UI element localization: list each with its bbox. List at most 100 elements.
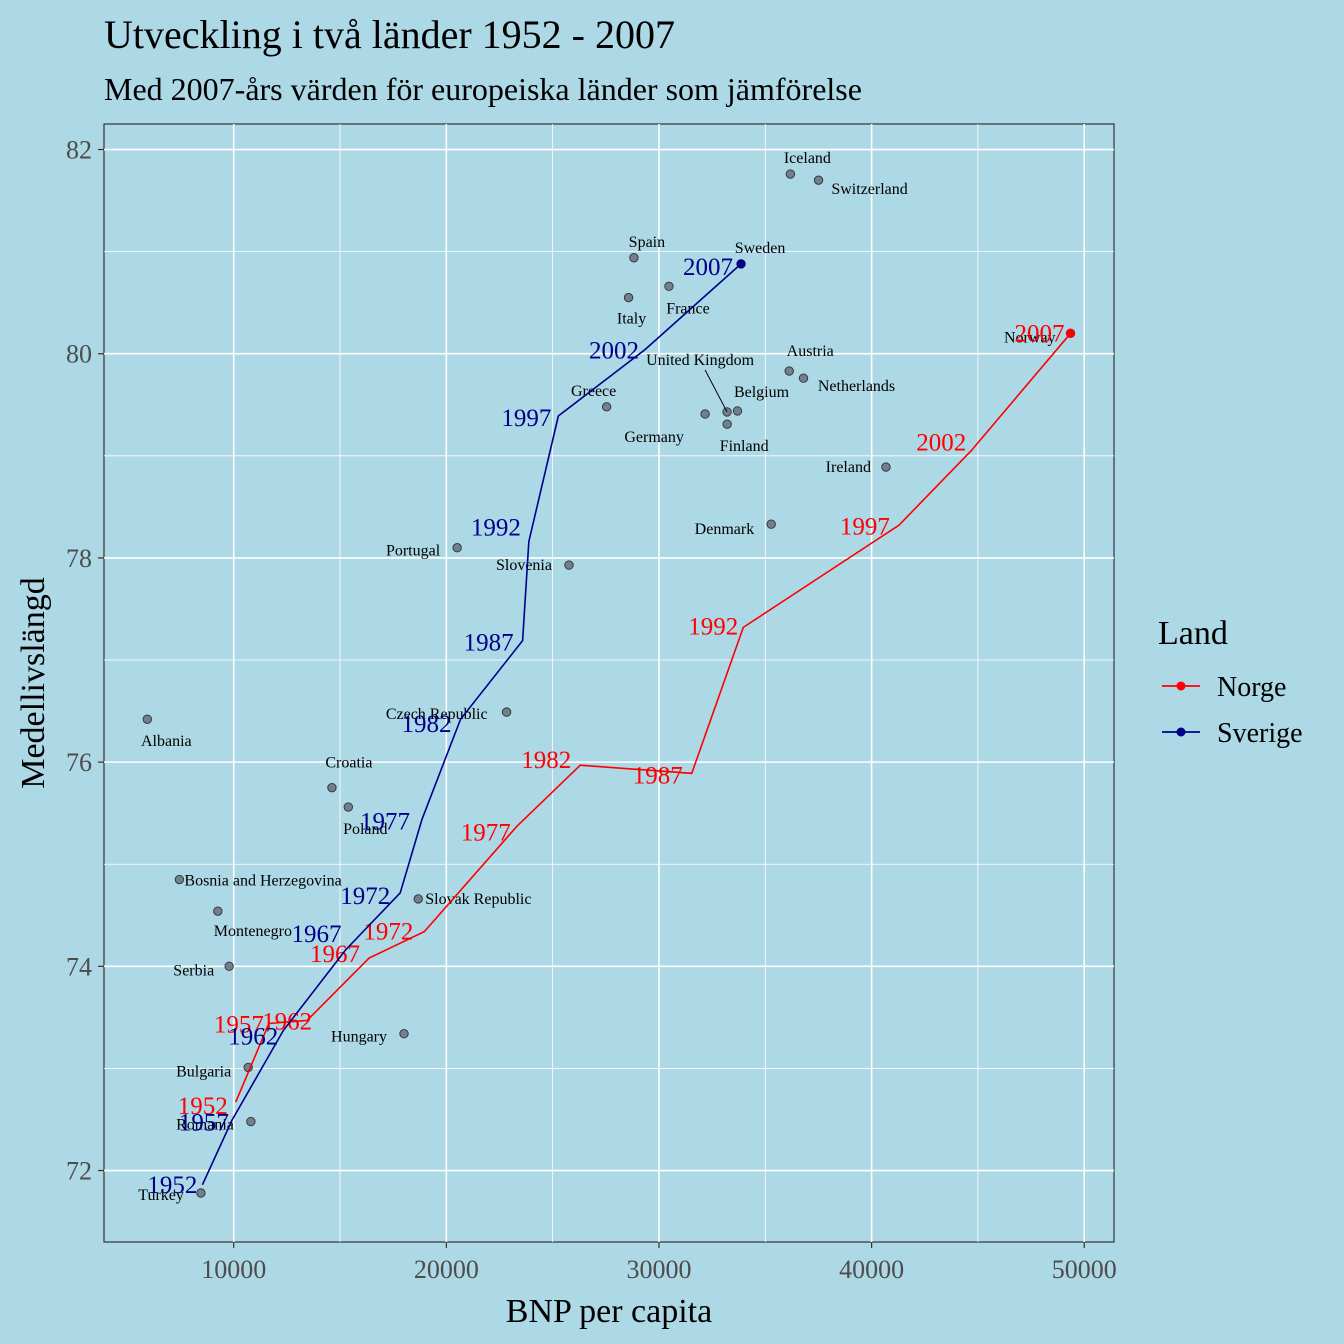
country-point [399, 1029, 409, 1039]
legend-label: Sverige [1217, 718, 1303, 749]
country-label: Switzerland [831, 181, 907, 198]
country-label: Portugal [386, 543, 441, 560]
country-label: Turkey [138, 1187, 184, 1204]
year-label: 1967 [292, 921, 342, 948]
country-point [784, 366, 794, 376]
y-tick-label: 82 [66, 136, 92, 165]
legend-title: Land [1158, 615, 1228, 652]
y-axis-title: Medellivslängd [15, 577, 52, 789]
country-label: Norway [1004, 329, 1056, 346]
country-label: Albania [141, 733, 192, 750]
legend-label: Norge [1217, 672, 1286, 703]
country-label: Belgium [734, 384, 790, 401]
year-label: 1952 [178, 1093, 228, 1120]
y-tick-label: 80 [66, 340, 92, 369]
country-point [813, 175, 824, 185]
country-label: Slovak Republic [425, 891, 531, 908]
country-label: United Kingdom [646, 352, 755, 369]
x-tick-label: 50000 [1052, 1255, 1117, 1284]
country-point [213, 906, 223, 916]
year-label: 1977 [360, 808, 410, 835]
country-label: Ireland [826, 459, 871, 476]
year-label: 2002 [589, 338, 639, 365]
label-leader-line [704, 369, 728, 413]
country-point [343, 802, 354, 812]
y-tick-label: 76 [66, 748, 92, 777]
country-point [564, 560, 574, 570]
year-label: 1957 [179, 1110, 229, 1137]
country-points: Albania Austria Belgium Bosnia and Herzegov… [138, 150, 1076, 1204]
country-point [798, 373, 809, 383]
country-point [785, 169, 796, 179]
legend-key-point [1176, 681, 1186, 691]
country-point [623, 292, 634, 303]
chart-subtitle: Med 2007-års värden för europeiska lände… [104, 71, 862, 107]
year-label: 1982 [402, 711, 452, 738]
grid [104, 124, 1114, 1242]
legend: Land Norge Sverige [1158, 615, 1303, 749]
y-tick-label: 78 [66, 544, 92, 573]
country-point [881, 462, 891, 472]
country-label: Bulgaria [176, 1063, 231, 1080]
legend-key-point [1176, 727, 1186, 737]
country-point [629, 253, 639, 263]
series-lines: 1952195719621967197219771982198719921997… [147, 254, 1076, 1199]
country-point [246, 1116, 256, 1127]
year-label: 1952 [147, 1172, 197, 1199]
year-label: 1957 [214, 1012, 264, 1039]
country-label: Spain [629, 234, 665, 251]
country-point [601, 402, 612, 412]
country-label: Poland [343, 821, 387, 838]
country-point [413, 894, 423, 904]
country-label: Greece [571, 383, 616, 400]
x-tick-label: 30000 [626, 1255, 691, 1284]
country-label: Montenegro [214, 923, 292, 940]
year-label: 1992 [471, 515, 521, 542]
year-label: 2007 [683, 254, 733, 281]
country-point [196, 1188, 206, 1198]
year-label: 1982 [521, 747, 571, 774]
country-point [501, 707, 512, 717]
x-tick-label: 10000 [201, 1255, 266, 1284]
x-axis-title: BNP per capita [506, 1293, 712, 1330]
country-label: Finland [720, 438, 769, 455]
year-label: 1987 [633, 762, 683, 789]
country-point [224, 961, 234, 972]
country-label: Czech Republic [386, 706, 488, 723]
country-label: Italy [617, 311, 646, 328]
country-label: Croatia [325, 755, 372, 772]
country-point [327, 782, 337, 793]
year-label: 1977 [461, 819, 511, 846]
country-label: Netherlands [818, 378, 895, 395]
year-label: 1992 [688, 613, 738, 640]
country-point [722, 419, 732, 429]
y-tick-label: 72 [66, 1157, 92, 1186]
year-label: 1987 [464, 630, 514, 657]
country-label: Denmark [695, 521, 755, 538]
chart-title: Utveckling i två länder 1952 - 2007 [104, 12, 675, 57]
series-line-sverige [201, 263, 742, 1186]
plot-panel [103, 123, 1115, 1243]
country-label: France [666, 300, 710, 317]
series-end-point-sverige [736, 259, 746, 269]
year-label: 1962 [228, 1024, 278, 1051]
country-label: Slovenia [496, 557, 552, 574]
x-tick-label: 20000 [414, 1255, 479, 1284]
country-label: Austria [787, 343, 834, 360]
country-point [664, 281, 674, 292]
country-label: Bosnia and Herzegovina [184, 873, 341, 890]
y-axis: 72 74 76 78 80 82 [66, 136, 104, 1186]
x-tick-label: 40000 [839, 1255, 904, 1284]
year-label: 2002 [916, 430, 966, 457]
country-point [142, 714, 153, 724]
country-label: Iceland [784, 150, 831, 167]
country-point [452, 543, 462, 553]
country-label: Sweden [735, 240, 786, 257]
country-label: Romania [176, 1117, 234, 1134]
country-label: Hungary [331, 1029, 387, 1046]
y-tick-label: 74 [66, 952, 92, 981]
country-label: Serbia [173, 962, 214, 979]
year-label: 1997 [501, 405, 551, 432]
year-label: 1997 [840, 513, 890, 540]
